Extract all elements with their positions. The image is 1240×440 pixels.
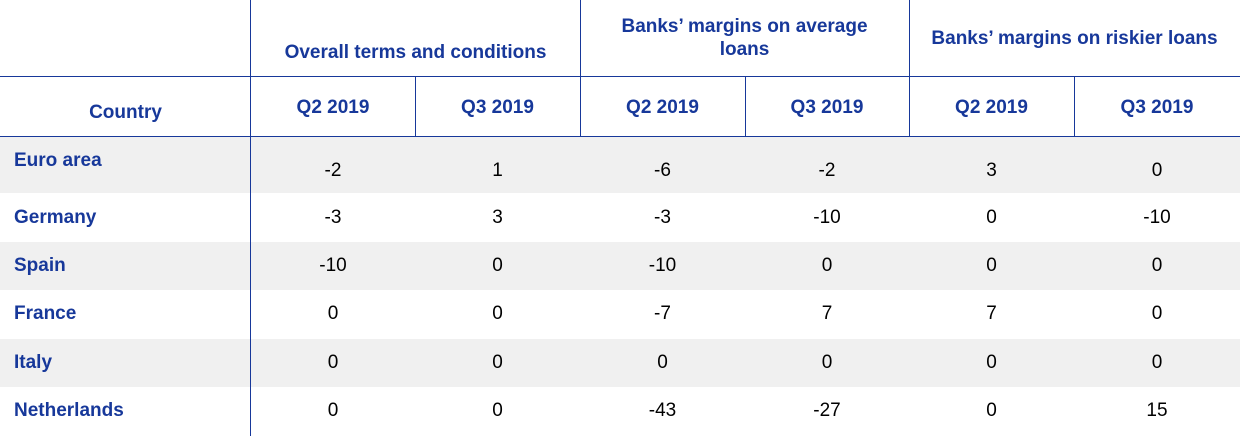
table-cell: 15 [1146,400,1168,421]
divider-group-1 [580,0,581,137]
table-cell: 0 [327,352,339,373]
table-cell: -7 [654,303,671,324]
table-cell: -3 [324,207,342,228]
group-header-average-loans: Banks’ margins on average loans [621,16,868,60]
quarter-header-2: Q3 2019 [461,96,534,118]
table-cell: -10 [648,255,677,276]
table-cell: 7 [821,303,833,324]
table-cell: 0 [492,400,503,421]
table-cell: -6 [654,160,671,181]
table-cell: 0 [1151,160,1163,181]
table-cell: 0 [327,303,339,324]
row-label-netherlands: Netherlands [14,400,124,421]
table-cell: 0 [986,400,997,421]
quarter-header-1: Q2 2019 [296,96,370,118]
table-cell: 3 [492,207,503,228]
group-header-overall: Overall terms and conditions [284,41,547,63]
table-cell: -2 [818,160,836,181]
table-cell: 0 [657,352,668,373]
table-cell: -10 [813,207,841,228]
table-cell: 0 [986,255,997,276]
table-cell: 0 [1151,255,1163,276]
table-cell: -27 [813,400,841,421]
divider-quarter-3 [745,76,746,137]
table-cell: 0 [821,352,833,373]
table-cell: 0 [327,400,339,421]
row-shade-euro-area [0,137,1240,193]
row-label-spain: Spain [14,255,66,276]
table-cell: -3 [654,207,671,228]
quarter-header-3: Q2 2019 [626,96,699,118]
table-cell: -43 [648,400,677,421]
quarter-header-4: Q3 2019 [790,96,864,118]
row-shade-spain [0,242,1240,290]
group-header-riskier-loans: Banks’ margins on riskier loans [931,27,1218,49]
table-cell: 0 [492,303,503,324]
table-cell: 0 [821,255,833,276]
table-cell: 1 [492,160,503,181]
divider-header-quarters [0,136,1240,137]
table-cell: 0 [1151,352,1163,373]
country-header: Country [89,101,162,123]
table-cell: 7 [986,303,997,324]
row-label-italy: Italy [14,352,53,373]
table-cell: 0 [492,255,503,276]
divider-group-2 [909,0,910,137]
row-label-euro-area: Euro area [14,150,102,171]
divider-quarter-5 [1074,76,1075,137]
table-cell: -2 [324,160,342,181]
quarter-header-6: Q3 2019 [1120,96,1194,118]
divider-quarter-1 [415,76,416,137]
divider-header-groups [0,76,1240,77]
row-label-germany: Germany [14,207,97,228]
row-label-france: France [14,303,77,324]
table-cell: 0 [1151,303,1163,324]
quarter-header-5: Q2 2019 [955,96,1028,118]
table-cell: -10 [1143,207,1171,228]
table-cell: 0 [492,352,503,373]
table-cell: 3 [986,160,997,181]
table-cell: -10 [319,255,347,276]
table-cell: 0 [986,352,997,373]
row-shade-italy [0,339,1240,387]
table-cell: 0 [986,207,997,228]
divider-country-column [250,0,251,436]
